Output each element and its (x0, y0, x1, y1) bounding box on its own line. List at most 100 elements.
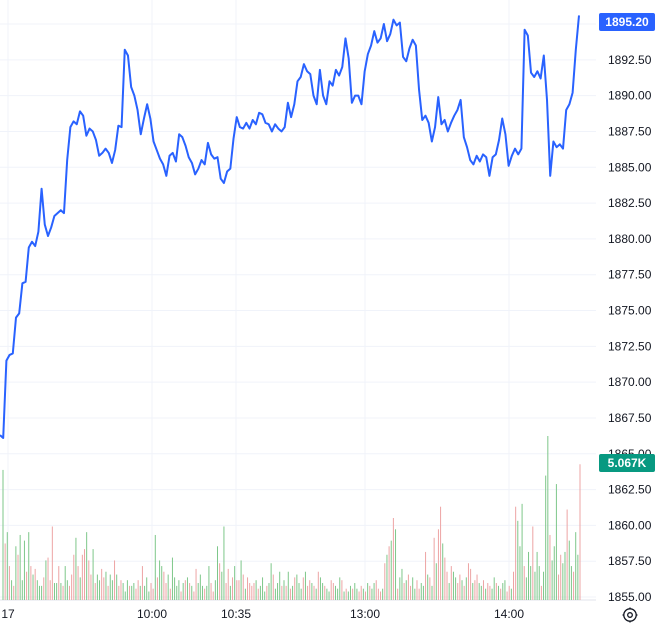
volume-bar (214, 580, 216, 600)
volume-bar (489, 585, 491, 600)
volume-bar (285, 585, 287, 600)
volume-bar (442, 543, 444, 600)
volume-bar (122, 583, 124, 600)
volume-bar (371, 588, 373, 600)
volume-bar (94, 583, 96, 600)
volume-bar (317, 571, 319, 600)
volume-bar (193, 591, 195, 600)
volume-bar (96, 574, 98, 600)
x-tick-label: 14:00 (494, 607, 524, 621)
volume-bar (500, 588, 502, 600)
volume-bar (543, 571, 545, 600)
volume-bar (216, 546, 218, 600)
volume-bar (510, 588, 512, 600)
volume-bar (422, 585, 424, 600)
volume-bar (302, 577, 304, 600)
volume-bar (206, 585, 208, 600)
volume-bar (189, 583, 191, 600)
y-tick-label: 1857.50 (608, 554, 652, 568)
y-tick-label: 1867.50 (608, 411, 652, 425)
volume-bar (504, 580, 506, 600)
volume-bar (208, 566, 210, 600)
volume-bar (384, 563, 386, 600)
volume-bar (287, 571, 289, 600)
y-tick-label: 1875.00 (608, 304, 652, 318)
volume-bar (298, 583, 300, 600)
volume-bar (146, 577, 148, 600)
volume-bar (506, 591, 508, 600)
volume-bar (141, 566, 143, 600)
volume-bar (508, 585, 510, 600)
volume-bar (204, 588, 206, 600)
volume-bar (497, 585, 499, 600)
volume-bar (223, 526, 225, 600)
volume-bar (210, 583, 212, 600)
volume-bar (528, 551, 530, 600)
volume-bar (579, 464, 581, 600)
y-tick-label: 1872.50 (608, 339, 652, 353)
volume-bar (566, 509, 568, 600)
volume-bar (17, 554, 19, 600)
x-tick-label: 10:00 (137, 607, 167, 621)
volume-bar (332, 583, 334, 600)
volume-bar (313, 585, 315, 600)
volume-bar (367, 583, 369, 600)
volume-bar (244, 588, 246, 600)
x-tick-label: 10:35 (221, 607, 251, 621)
volume-bar (58, 566, 60, 600)
volume-bar (225, 583, 227, 600)
volume-bar (482, 580, 484, 600)
volume-bar (156, 577, 158, 600)
volume-bar (49, 580, 51, 600)
volume-bar (253, 583, 255, 600)
volume-bar (259, 585, 261, 600)
volume-bar (131, 585, 133, 600)
last-price-badge: 1895.20 (599, 13, 655, 31)
volume-bar (161, 566, 163, 600)
volume-bar (109, 574, 111, 600)
volume-bar (538, 566, 540, 600)
volume-bar (403, 583, 405, 600)
settings-button[interactable] (620, 605, 640, 625)
volume-bar (347, 591, 349, 600)
volume-bar (283, 580, 285, 600)
volume-bar (53, 583, 55, 600)
volume-bar (296, 574, 298, 600)
y-tick-label: 1890.00 (608, 89, 652, 103)
volume-bar (352, 588, 354, 600)
price-line-layer (0, 15, 580, 439)
volume-bar (373, 583, 375, 600)
volume-bar (152, 588, 154, 600)
volume-bar (435, 563, 437, 600)
volume-bar (292, 585, 294, 600)
volume-bar (107, 585, 109, 600)
volume-bar (81, 554, 83, 600)
volume-bar (165, 583, 167, 600)
volume-bar (129, 585, 131, 600)
volume-bar (380, 591, 382, 600)
volume-bar (429, 577, 431, 600)
volume-bar (238, 580, 240, 600)
volume-bar (84, 549, 86, 600)
volume-bar (73, 554, 75, 600)
volume-bar (461, 580, 463, 600)
volume-bar (191, 585, 193, 600)
volume-bar (167, 574, 169, 600)
y-tick-label: 1855.00 (608, 590, 652, 604)
volume-bar (560, 554, 562, 600)
volume-bar (388, 546, 390, 600)
volume-bar (34, 568, 36, 600)
volume-bar (279, 571, 281, 600)
y-tick-label: 1860.00 (608, 518, 652, 532)
volume-bar (478, 583, 480, 600)
volume-bar (392, 518, 394, 600)
volume-bar (324, 585, 326, 600)
volume-bar (555, 484, 557, 600)
volume-bar (337, 588, 339, 600)
volume-bar (502, 583, 504, 600)
volume-bar (452, 571, 454, 600)
volume-bar (71, 574, 73, 600)
volume-bar (124, 591, 126, 600)
